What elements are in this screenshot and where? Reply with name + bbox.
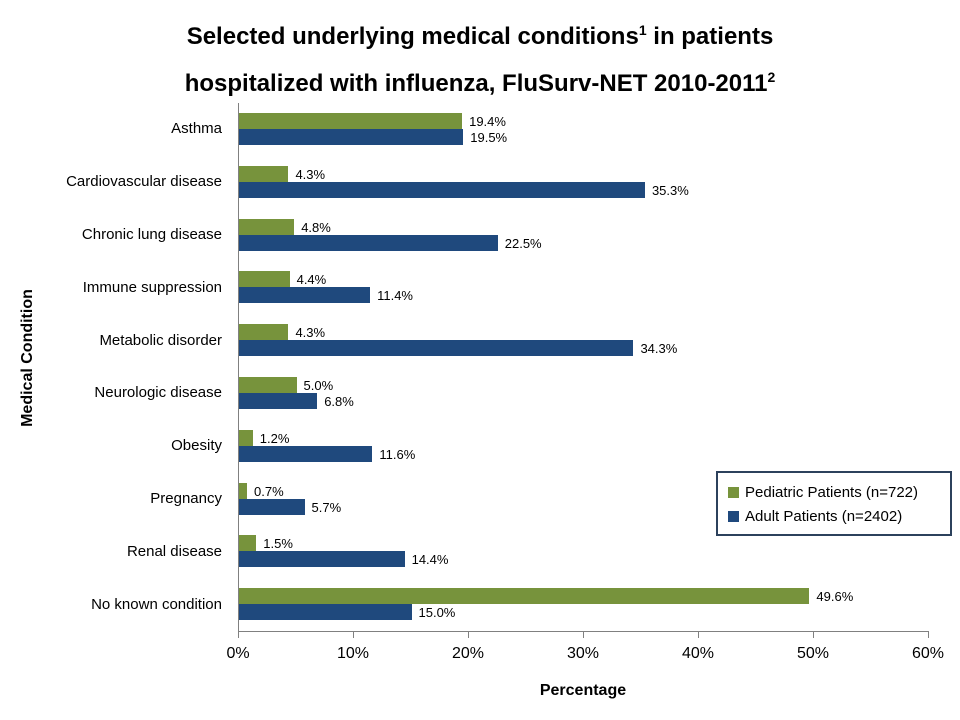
- bar-adult-asthma: [239, 129, 464, 145]
- bar-pediatric-immune-suppression: [239, 271, 290, 288]
- chart-title-footnote-2: 2: [767, 69, 776, 85]
- bar-adult-immune-suppression: [239, 287, 371, 304]
- bar-adult-pregnancy: [239, 498, 305, 515]
- bar-value-adult-metabolic-disorder: 34.3%: [640, 341, 678, 357]
- category-label-asthma: Asthma: [171, 120, 222, 138]
- bar-value-pediatric-chronic-lung-disease: 4.8%: [301, 219, 331, 235]
- x-tick-label-1: 10%: [336, 645, 370, 662]
- chart-title-line1: Selected underlying medical conditions1 …: [0, 10, 960, 57]
- bar-adult-renal-disease: [239, 551, 405, 568]
- bar-value-pediatric-obesity: 1.2%: [259, 430, 290, 446]
- bar-adult-neurologic-disease: [239, 393, 318, 409]
- x-tick-label-4: 40%: [681, 645, 715, 662]
- bar-value-adult-renal-disease: 14.4%: [411, 552, 449, 568]
- legend-swatch-adult: [728, 510, 739, 522]
- bar-adult-chronic-lung-disease: [239, 234, 498, 251]
- bar-value-pediatric-pregnancy: 0.7%: [254, 483, 284, 499]
- category-label-no-known-condition: No known condition: [91, 595, 222, 613]
- category-label-immune-suppression: Immune suppression: [82, 278, 222, 296]
- bar-pediatric-pregnancy: [239, 482, 248, 499]
- bar-value-adult-chronic-lung-disease: 22.5%: [504, 235, 542, 251]
- bar-value-pediatric-cardiovascular-disease: 4.3%: [295, 166, 326, 182]
- bar-adult-no-known-condition: [239, 604, 412, 621]
- x-tick-label-3: 30%: [566, 645, 600, 662]
- bar-adult-metabolic-disorder: [239, 340, 634, 357]
- bar-value-pediatric-neurologic-disease: 5.0%: [303, 378, 334, 393]
- bar-value-adult-cardiovascular-disease: 35.3%: [651, 182, 689, 198]
- legend-item-pediatric: Pediatric Patients (n=722): [728, 480, 942, 504]
- category-axis: Asthma Cardiovascular disease Chronic lung…: [0, 103, 230, 631]
- x-tick-label-0: 0%: [226, 645, 250, 662]
- bar-value-adult-neurologic-disease: 6.8%: [324, 394, 354, 409]
- x-tick-0: [238, 632, 239, 638]
- bar-adult-obesity: [239, 445, 373, 462]
- category-label-chronic-lung-disease: Chronic lung disease: [81, 226, 222, 243]
- category-label-metabolic-disorder: Metabolic disorder: [99, 331, 222, 349]
- bar-value-pediatric-metabolic-disorder: 4.3%: [295, 325, 326, 341]
- legend-swatch-pediatric: [728, 486, 739, 498]
- legend-label-adult: Adult Patients (n=2402): [745, 507, 903, 525]
- x-tick-label-5: 50%: [796, 645, 830, 662]
- x-tick-1: [353, 632, 354, 638]
- x-tick-label-2: 20%: [451, 645, 485, 662]
- legend: Pediatric Patients (n=722) Adult Patients…: [716, 471, 952, 536]
- bar-value-adult-obesity: 11.6%: [379, 446, 416, 462]
- plot-area: 19.4% 19.5% 4.3% 35.3% 4.8% 22.5% 4.4% 11.4% 4.3…: [238, 103, 929, 632]
- bar-value-adult-immune-suppression: 11.4%: [377, 288, 413, 304]
- bar-pediatric-chronic-lung-disease: [239, 218, 295, 235]
- category-label-neurologic-disease: Neurologic disease: [94, 384, 222, 402]
- bar-pediatric-obesity: [239, 429, 253, 446]
- legend-label-pediatric: Pediatric Patients (n=722): [745, 483, 919, 501]
- bar-value-pediatric-asthma: 19.4%: [469, 114, 506, 129]
- x-tick-3: [583, 632, 584, 638]
- bar-value-pediatric-immune-suppression: 4.4%: [296, 272, 327, 288]
- bar-value-adult-asthma: 19.5%: [470, 130, 508, 145]
- bar-pediatric-cardiovascular-disease: [239, 165, 289, 182]
- chart-title: Selected underlying medical conditions1 …: [0, 10, 960, 104]
- bar-value-pediatric-no-known-condition: 49.6%: [816, 589, 854, 605]
- category-label-obesity: Obesity: [171, 437, 222, 455]
- bar-pediatric-metabolic-disorder: [239, 324, 289, 341]
- category-label-cardiovascular-disease: Cardiovascular disease: [66, 173, 222, 191]
- x-tick-2: [468, 632, 469, 638]
- bar-pediatric-no-known-condition: [239, 588, 810, 605]
- bar-value-adult-no-known-condition: 15.0%: [418, 605, 456, 621]
- category-label-pregnancy: Pregnancy: [150, 490, 222, 507]
- bar-pediatric-neurologic-disease: [239, 377, 297, 393]
- bar-value-pediatric-renal-disease: 1.5%: [263, 536, 293, 552]
- chart-title-line2: hospitalized with influenza, FluSurv-NET…: [0, 57, 960, 104]
- category-label-renal-disease: Renal disease: [126, 542, 222, 560]
- x-axis: 0% 10% 20% 30% 40% 50% 60%: [226, 631, 944, 701]
- chart-title-line2-text: hospitalized with influenza, FluSurv-NET…: [184, 70, 768, 97]
- x-tick-5: [813, 632, 814, 638]
- x-tick-4: [698, 632, 699, 638]
- chart-title-footnote-1: 1: [638, 22, 647, 38]
- legend-item-adult: Adult Patients (n=2402): [728, 504, 942, 528]
- x-tick-label-6: 60%: [911, 645, 945, 662]
- x-axis-title: Percentage: [539, 682, 627, 699]
- chart-title-line1-rest: in patients: [646, 23, 774, 50]
- bar-pediatric-renal-disease: [239, 535, 257, 552]
- bar-pediatric-asthma: [239, 113, 463, 129]
- bar-adult-cardiovascular-disease: [239, 181, 645, 198]
- x-tick-6: [928, 632, 929, 638]
- bar-value-adult-pregnancy: 5.7%: [311, 499, 342, 515]
- chart-title-line1-text: Selected underlying medical conditions: [186, 23, 639, 50]
